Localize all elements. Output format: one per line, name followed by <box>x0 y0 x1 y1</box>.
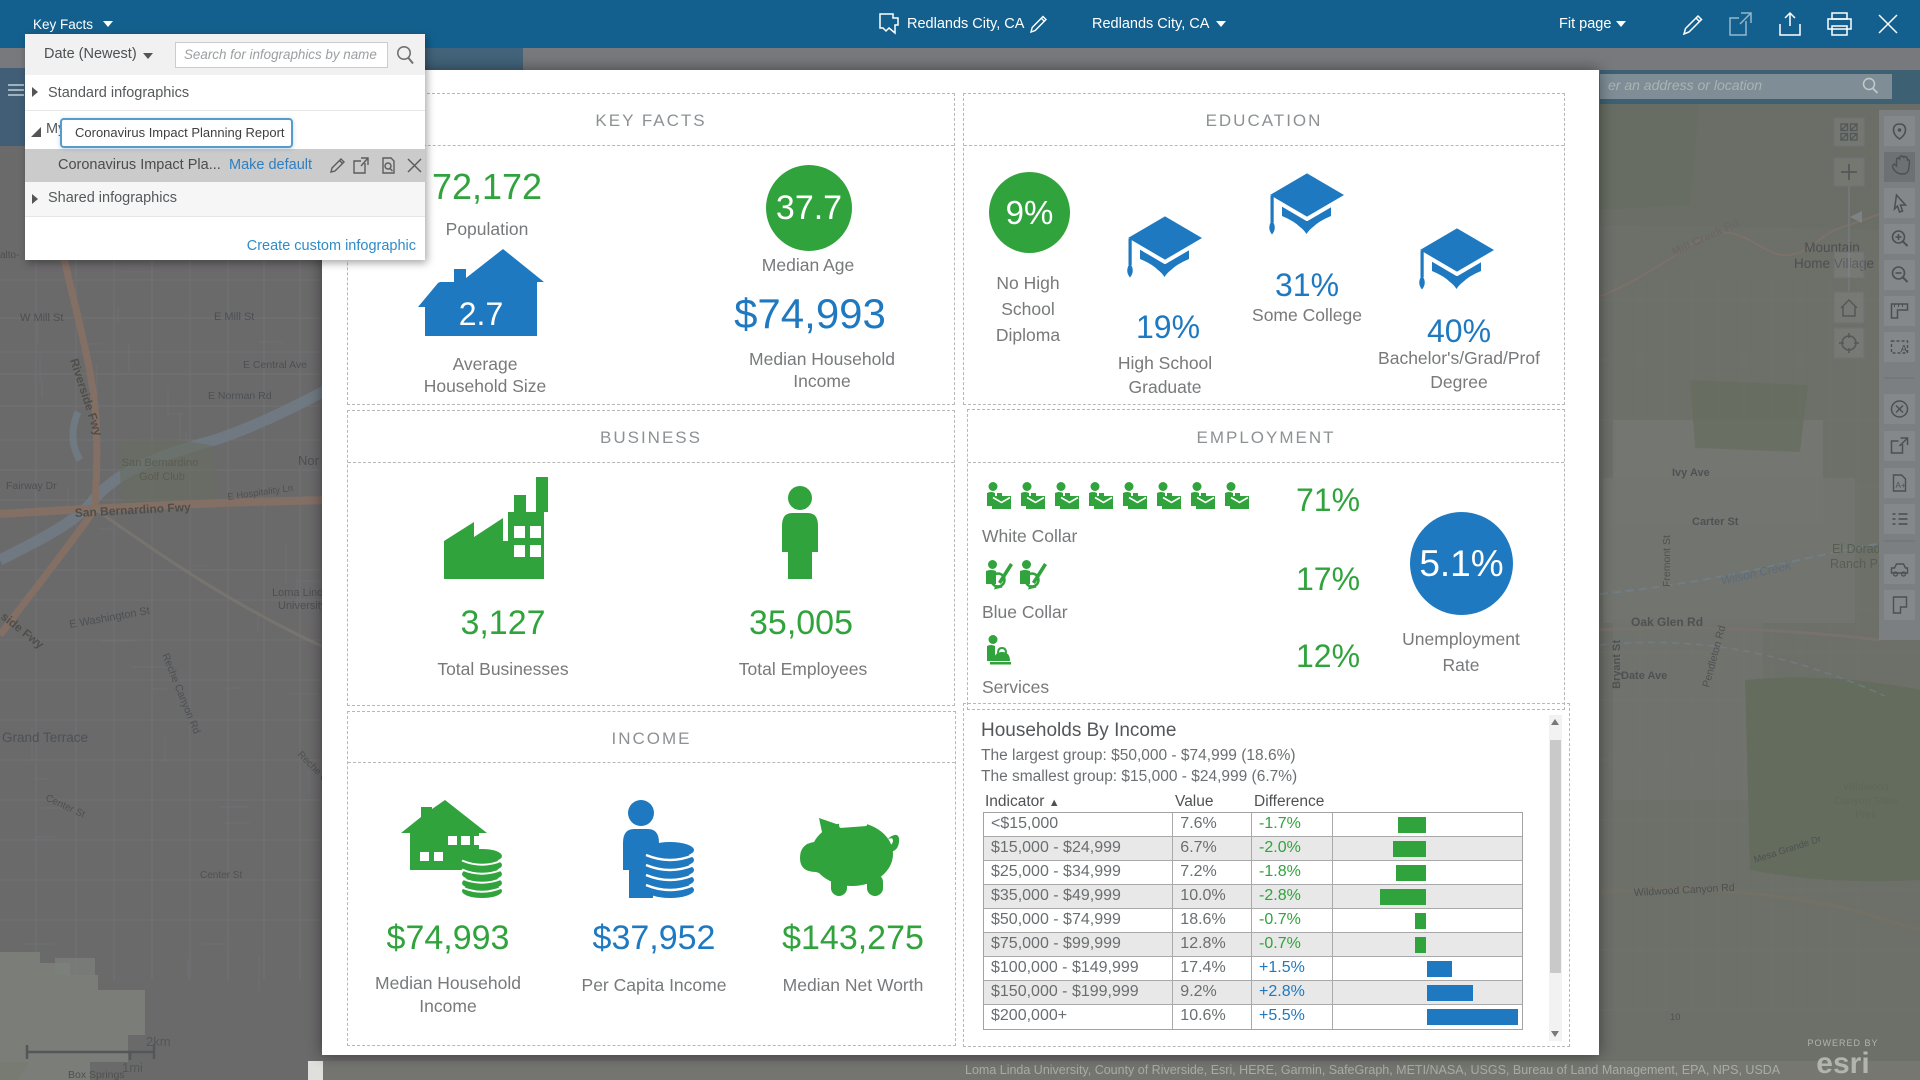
svg-text:Date Ave: Date Ave <box>1621 670 1667 682</box>
svg-text:Ivy Ave: Ivy Ave <box>1672 467 1710 479</box>
svg-text:esri: esri <box>1816 1047 1869 1080</box>
svg-text:El Dorado: El Dorado <box>1832 542 1888 556</box>
svg-text:E Central Ave: E Central Ave <box>243 359 307 371</box>
svg-text:Ranch Par: Ranch Par <box>1830 557 1889 571</box>
svg-text:Golf Club: Golf Club <box>139 471 185 483</box>
svg-text:Wildwood: Wildwood <box>1843 781 1889 793</box>
svg-text:Center St: Center St <box>200 870 242 881</box>
svg-text:alto-: alto- <box>0 250 19 261</box>
svg-text:San Bernardino Fwy: San Bernardino Fwy <box>74 500 191 520</box>
svg-text:Oak Glen Rd: Oak Glen Rd <box>1631 615 1703 629</box>
svg-text:E Mill St: E Mill St <box>214 311 254 323</box>
svg-text:Loma Linda University, County: Loma Linda University, County of Riversi… <box>965 1063 1781 1077</box>
svg-text:Bryant St: Bryant St <box>1611 640 1623 689</box>
svg-text:er an address or location: er an address or location <box>1608 77 1762 93</box>
svg-text:A: A <box>1901 344 1908 355</box>
svg-text:San Bernardino: San Bernardino <box>122 457 198 469</box>
svg-text:W Mill St: W Mill St <box>20 312 63 324</box>
svg-text:Wildwood Canyon Rd: Wildwood Canyon Rd <box>1634 882 1736 899</box>
svg-text:University: University <box>278 600 327 612</box>
svg-text:Fairway Dr: Fairway Dr <box>6 480 57 492</box>
svg-text:POWERED BY: POWERED BY <box>1807 1038 1878 1048</box>
svg-text:Park: Park <box>1855 809 1877 821</box>
svg-text:Loma Linda: Loma Linda <box>272 587 330 599</box>
svg-text:Canyon State: Canyon State <box>1834 795 1898 807</box>
svg-text:Grand Terrace: Grand Terrace <box>2 730 88 745</box>
svg-text:Box Springs: Box Springs <box>68 1069 125 1080</box>
svg-text:Nor: Nor <box>298 453 320 468</box>
svg-text:E Norman Rd: E Norman Rd <box>208 390 272 402</box>
svg-text:1mi: 1mi <box>122 1060 143 1075</box>
svg-text:10: 10 <box>1670 1012 1681 1023</box>
svg-text:Fremont St: Fremont St <box>1661 535 1673 587</box>
svg-text:2km: 2km <box>146 1034 171 1049</box>
svg-text:Carter St: Carter St <box>1692 516 1739 528</box>
svg-text:A+: A+ <box>1896 481 1906 490</box>
svg-text:Mountain: Mountain <box>1804 240 1860 255</box>
